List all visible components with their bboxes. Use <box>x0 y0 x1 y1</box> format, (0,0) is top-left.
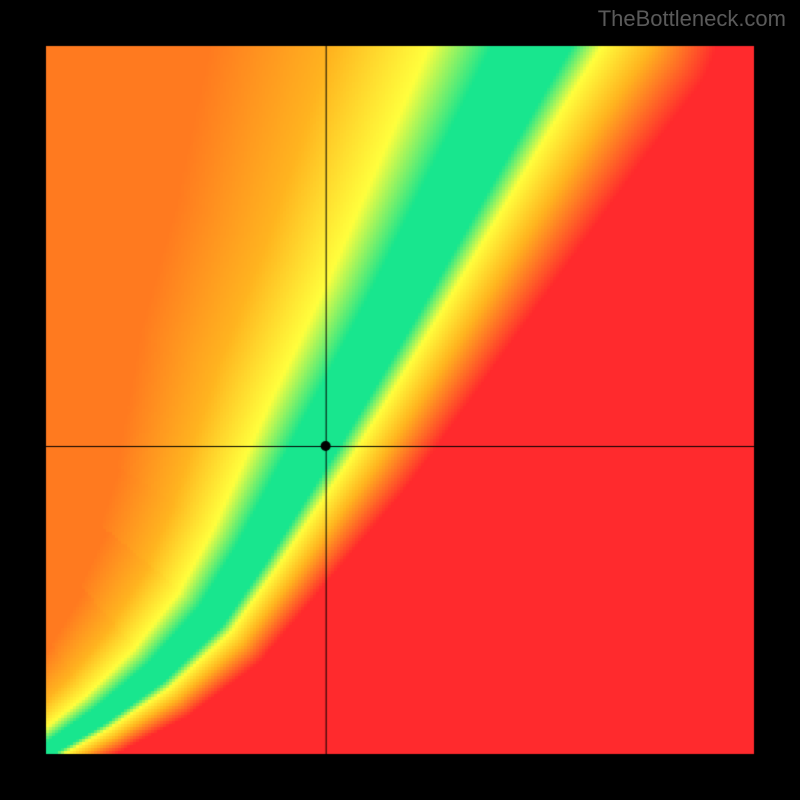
chart-container: TheBottleneck.com <box>0 0 800 800</box>
watermark-text: TheBottleneck.com <box>598 6 786 32</box>
heatmap-canvas <box>0 0 800 800</box>
